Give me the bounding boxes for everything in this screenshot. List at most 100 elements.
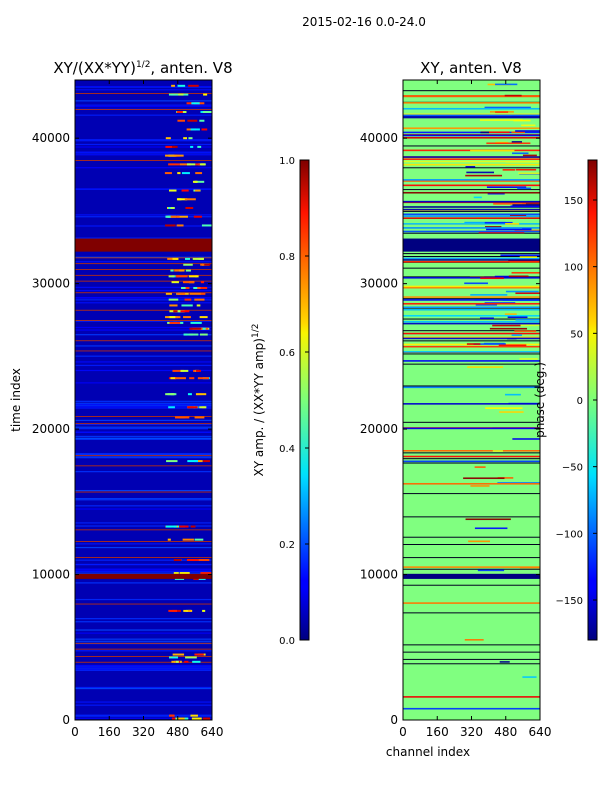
phase-streak [513,119,531,122]
amplitude-hot-pixel [165,215,171,218]
amplitude-streak [75,320,212,322]
amplitude-streak [75,154,212,156]
x-tick-label: 320 [460,725,483,739]
amplitude-hot-pixel [175,93,183,96]
phase-streak [465,166,476,168]
phase-streak [403,223,540,225]
amplitude-hot-pixel [181,189,189,192]
amplitude-streak [75,701,212,703]
amplitude-hot-pixel [202,263,211,266]
amplitude-red-row [75,465,212,467]
amplitude-streak [75,431,212,433]
amplitude-hot-pixel [194,180,205,183]
phase-streak [403,308,540,311]
phase-streak [465,174,503,177]
amplitude-hot-pixel [173,310,178,313]
phase-streak [512,204,540,206]
amplitude-streak [75,364,212,367]
phase-streak [519,358,538,360]
phase-dark-row [403,516,540,518]
amplitude-hot-pixel [188,84,199,87]
amplitude-hot-pixel [194,298,205,301]
amplitude-streak [75,105,212,108]
phase-panel: XY, anten. V8 0 160 320 480 640 0 10000 20000 30… [360,59,552,759]
phase-dark-row [403,536,540,538]
amplitude-streak [75,139,212,141]
amplitude-streak [75,525,212,527]
amplitude-streak [75,402,212,404]
phase-dark-row [403,452,540,454]
y-tick-label: 10000 [32,568,70,582]
phase-streak [403,351,540,353]
amplitude-streak [75,86,212,88]
phase-streak [474,466,486,468]
amplitude-hot-pixel [171,145,178,148]
amplitude-red-row [75,350,212,352]
phase-streak [517,187,532,190]
amplitude-streak [75,457,212,459]
phase-streak [521,124,536,127]
phase-streak [492,450,503,452]
colorbar-tick-label: 150 [564,196,583,207]
y-tick-label: 20000 [32,422,70,436]
amplitude-red-row [75,160,212,161]
phase-dark-row [403,330,540,332]
amplitude-hot-pixel [195,393,207,396]
amplitude-hot-pixel [184,660,189,663]
amplitude-streak [75,146,212,148]
amplitude-hot-pixel [199,559,210,561]
amplitude-hot-pixel [199,406,207,409]
phase-streak [514,229,540,232]
phase-streak [403,156,540,158]
amplitude-hot-pixel [181,304,193,307]
phase-streak [403,115,540,118]
phase-streak [403,337,540,340]
phase-streak [481,131,510,134]
phase-colorbar-label: phase (deg.) [533,362,547,438]
amplitude-hot-pixel [168,406,175,409]
channel-index-label: channel index [386,745,470,759]
amplitude-hot-pixel [195,275,199,278]
amplitude-hot-pixel [181,172,190,175]
phase-streak [403,230,540,233]
amplitude-streak [75,618,212,620]
amplitude-streak [75,665,212,667]
phase-streak [403,306,540,309]
amplitude-streak [75,151,212,153]
amplitude-hot-pixel [202,717,211,720]
amplitude-streak [75,686,212,689]
amplitude-streak [75,403,212,406]
phase-streak [518,172,540,175]
amplitude-hot-pixel [169,321,181,324]
phase-streak [512,152,529,155]
amplitude-hot-pixel [186,163,196,166]
amplitude-hot-pixel [185,287,190,289]
phase-streak [484,221,513,224]
amplitude-hot-pixel [187,460,198,463]
amplitude-hot-pixel [184,257,191,260]
amplitude-streak [75,438,212,440]
amplitude-hot-pixel [172,653,185,656]
amplitude-hot-pixel [172,257,179,260]
amplitude-hot-pixel [194,538,204,541]
amplitude-background [75,80,212,720]
x-tick-label: 480 [494,725,517,739]
amplitude-hot-pixel [185,656,197,659]
amplitude-streak [75,334,212,336]
phase-streak [511,131,525,134]
amplitude-hot-pixel [181,93,189,96]
amplitude-streak [75,214,212,216]
phase-streak [499,661,510,663]
phase-streak [493,203,526,205]
phase-streak [479,119,523,121]
amplitude-streak [75,427,212,430]
amplitude-streak [75,225,212,227]
amplitude-hot-pixel [202,609,206,612]
amplitude-hot-pixel [179,163,191,166]
phase-streak [473,196,482,199]
phase-streak [508,275,529,278]
phase-streak [500,254,540,257]
amplitude-hot-pixel [187,393,192,396]
amplitude-hot-pixel [169,714,175,717]
amplitude-streak [75,369,212,372]
